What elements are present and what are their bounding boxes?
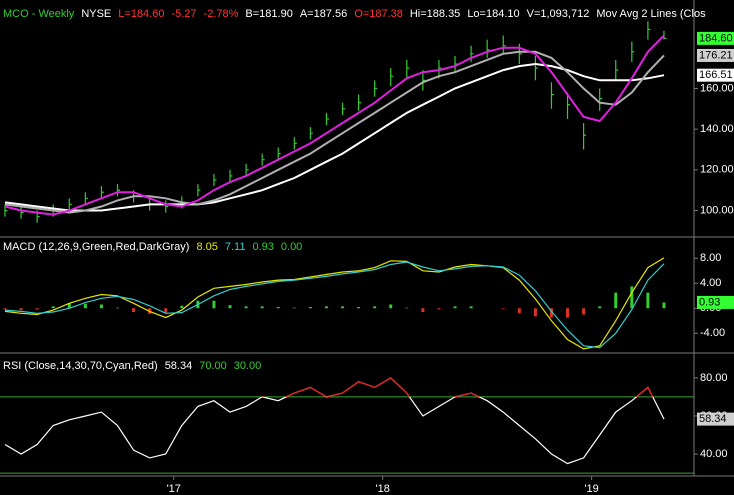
histogram-bar <box>630 286 634 309</box>
histogram-bar <box>373 306 377 309</box>
y-tick-label: 8.00 <box>700 252 721 264</box>
histogram-bar <box>566 308 570 318</box>
histogram-bar <box>469 306 473 309</box>
panel-header: MACD (12,26,9,Green,Red,DarkGray) 8.05 7.1… <box>3 241 302 253</box>
histogram-bar <box>132 308 136 312</box>
histogram-bar <box>180 305 184 309</box>
histogram-bar <box>501 308 505 309</box>
header-part: MCO - Weekly <box>3 8 75 20</box>
x-tick-label: '17 <box>167 483 181 495</box>
histogram-bar <box>662 302 666 309</box>
histogram-bar <box>517 308 521 314</box>
header-part: 0.00 <box>281 241 302 253</box>
histogram-bar <box>341 306 345 309</box>
value-tag-label: 0.93 <box>699 296 720 308</box>
histogram-bar <box>598 306 602 309</box>
histogram-bar <box>389 304 393 309</box>
value-tag <box>697 412 734 426</box>
series-line <box>4 261 665 349</box>
panel-header: MCO - Weekly NYSE L=184.60 -5.27 -2.78% B=181… <box>3 8 706 20</box>
header-part: V=1,093,712 <box>527 8 590 20</box>
header-part: Lo=184.10 <box>467 8 519 20</box>
value-tag-label: 176.21 <box>699 49 733 61</box>
histogram-bar <box>276 307 280 309</box>
histogram-bar <box>212 300 216 309</box>
header-part: NYSE <box>81 8 111 20</box>
header-part: 70.00 <box>199 360 227 372</box>
histogram-bar <box>35 308 39 310</box>
header-part: 30.00 <box>234 360 262 372</box>
histogram-bar <box>405 307 409 309</box>
value-tag-label: 58.34 <box>699 413 727 425</box>
histogram-bar <box>324 306 328 309</box>
histogram-bar <box>421 308 425 312</box>
histogram-bar <box>67 303 71 309</box>
histogram-bar <box>260 306 264 309</box>
y-tick-label: 40.00 <box>700 448 728 460</box>
series-line <box>4 257 665 350</box>
rsi-overbought-line <box>260 377 654 397</box>
histogram-bar <box>228 305 232 309</box>
series-line <box>4 62 665 212</box>
histogram-bar <box>308 307 312 309</box>
header-part: Hi=188.35 <box>410 8 460 20</box>
value-tag <box>697 68 734 82</box>
histogram-bar <box>582 308 586 315</box>
histogram-bar <box>83 303 87 309</box>
histogram-bar <box>116 307 120 309</box>
header-part: A=187.56 <box>300 8 347 20</box>
header-part: 8.05 <box>196 241 217 253</box>
histogram-bar <box>533 308 537 317</box>
header-part: L=184.60 <box>118 8 164 20</box>
header-part: 0.93 <box>252 241 273 253</box>
histogram-bar <box>99 304 103 309</box>
histogram-bar <box>453 306 457 309</box>
histogram-bar <box>614 292 618 309</box>
y-tick-label: 140.00 <box>700 123 734 135</box>
histogram-bar <box>292 307 296 309</box>
header-part: -2.78% <box>204 8 239 20</box>
y-tick-label: 4.00 <box>700 277 721 289</box>
header-part: MACD (12,26,9,Green,Red,DarkGray) <box>3 241 189 253</box>
value-tag <box>697 31 734 45</box>
x-tick-label: '19 <box>584 483 598 495</box>
histogram-bar <box>357 307 361 309</box>
value-tag <box>697 295 734 309</box>
y-tick-label: 120.00 <box>700 164 734 176</box>
header-part: Mov Avg 2 Lines (Clos <box>596 8 706 20</box>
y-tick-label: -4.00 <box>700 327 725 339</box>
series-line <box>4 50 665 214</box>
header-part: 58.34 <box>165 360 193 372</box>
header-part: -5.27 <box>171 8 196 20</box>
value-tag-label: 184.60 <box>699 32 733 44</box>
value-tag-label: 166.51 <box>699 69 733 81</box>
y-tick-label: 100.00 <box>700 204 734 216</box>
histogram-bar <box>3 308 7 310</box>
value-tag <box>697 48 734 62</box>
panel-header: RSI (Close,14,30,70,Cyan,Red) 58.34 70.00 3… <box>3 360 261 372</box>
header-part: B=181.90 <box>245 8 292 20</box>
histogram-bar <box>51 306 55 309</box>
y-tick-label: 80.00 <box>700 372 728 384</box>
histogram-bar <box>437 308 441 310</box>
header-part: 7.11 <box>225 241 246 253</box>
header-part: O=187.38 <box>354 8 403 20</box>
histogram-bar <box>164 308 168 313</box>
x-tick-label: '18 <box>376 483 390 495</box>
histogram-bar <box>549 308 553 318</box>
histogram-bar <box>646 292 650 309</box>
histogram-bar <box>19 308 23 311</box>
series-line <box>4 34 665 216</box>
histogram-bar <box>244 306 248 309</box>
y-tick-label: 160.00 <box>700 82 734 94</box>
header-part: RSI (Close,14,30,70,Cyan,Red) <box>3 360 158 372</box>
